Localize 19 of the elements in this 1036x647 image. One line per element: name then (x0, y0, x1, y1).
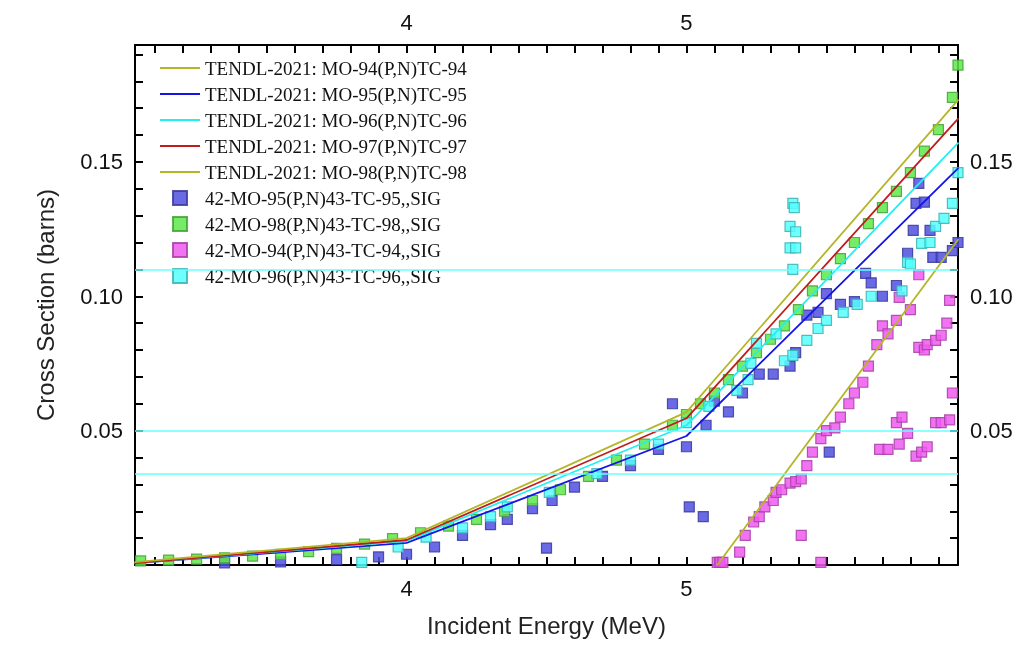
legend-label: 42-MO-95(P,N)43-TC-95,,SIG (205, 187, 442, 210)
legend-label: TENDL-2021: MO-96(P,N)TC-96 (205, 109, 467, 132)
y2-tick-label: 0.10 (970, 283, 1013, 309)
legend-label: 42-MO-98(P,N)43-TC-98,,SIG (205, 213, 442, 236)
x2-tick-label: 4 (400, 9, 413, 35)
x2-tick-label: 5 (680, 9, 693, 35)
legend-label: TENDL-2021: MO-98(P,N)TC-98 (205, 161, 467, 184)
legend-label: TENDL-2021: MO-97(P,N)TC-97 (205, 135, 467, 158)
y-tick-label: 0.05 (80, 418, 123, 444)
y-axis-title: Cross Section (barns) (31, 188, 59, 422)
legend-label: 42-MO-96(P,N)43-TC-96,,SIG (205, 265, 442, 288)
y2-tick-label: 0.15 (970, 149, 1013, 175)
x-axis-title: Incident Energy (MeV) (427, 611, 666, 639)
legend-label: TENDL-2021: MO-95(P,N)TC-95 (205, 83, 467, 106)
y2-tick-label: 0.05 (970, 418, 1013, 444)
y-tick-label: 0.10 (80, 283, 123, 309)
legend-label: TENDL-2021: MO-94(P,N)TC-94 (205, 57, 468, 80)
y-tick-label: 0.15 (80, 149, 123, 175)
legend-label: 42-MO-94(P,N)43-TC-94,,SIG (205, 239, 442, 262)
